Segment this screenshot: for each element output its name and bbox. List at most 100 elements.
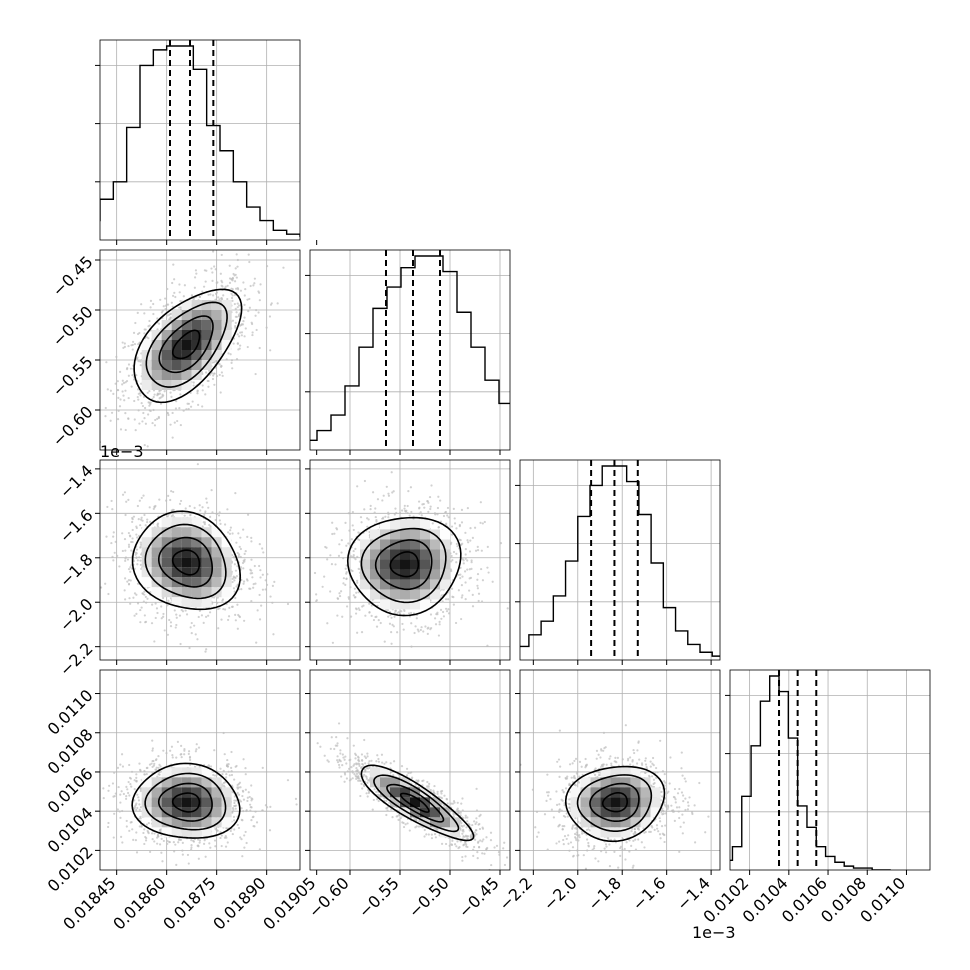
- density-cell: [141, 370, 152, 380]
- sample-point: [427, 510, 430, 513]
- sample-point: [131, 537, 134, 540]
- sample-point: [315, 593, 318, 596]
- sample-point: [321, 585, 324, 588]
- sample-point: [238, 312, 241, 315]
- sample-point: [447, 516, 450, 519]
- sample-point: [233, 579, 236, 582]
- sample-point: [191, 400, 194, 403]
- sample-point: [248, 306, 251, 309]
- sample-point: [254, 314, 257, 317]
- density-cell: [171, 587, 182, 598]
- sample-point: [158, 392, 162, 395]
- sample-point: [130, 549, 133, 552]
- sample-point: [188, 504, 191, 508]
- sample-point: [452, 507, 455, 510]
- sample-point: [129, 367, 133, 370]
- sample-point: [232, 342, 235, 345]
- sample-point: [236, 265, 239, 268]
- sample-point: [116, 554, 119, 557]
- sample-point: [102, 797, 105, 800]
- sample-point: [358, 608, 361, 612]
- sample-point: [139, 563, 142, 566]
- sample-point: [178, 283, 181, 286]
- sample-point: [141, 420, 144, 423]
- sample-point: [366, 525, 369, 528]
- sample-point: [250, 784, 253, 787]
- sample-point: [389, 613, 392, 617]
- sample-point: [115, 355, 118, 358]
- sample-point: [235, 358, 239, 361]
- sample-point: [356, 555, 359, 558]
- sample-point: [446, 514, 449, 517]
- sample-point: [150, 622, 154, 625]
- density-cell: [420, 589, 430, 600]
- sample-point: [470, 559, 473, 562]
- sample-point: [167, 413, 170, 417]
- sample-point: [450, 554, 453, 558]
- contour-line: [131, 510, 242, 611]
- sample-point: [479, 501, 482, 504]
- sample-point: [256, 609, 259, 612]
- sample-point: [126, 580, 129, 583]
- contour-line: [145, 301, 228, 388]
- sample-point: [133, 614, 136, 617]
- sample-point: [227, 770, 230, 773]
- sample-point: [459, 573, 462, 576]
- contour-line: [389, 551, 420, 578]
- sample-point: [344, 521, 347, 524]
- sample-point: [447, 612, 451, 615]
- sample-point: [209, 293, 212, 296]
- sample-point: [347, 512, 350, 515]
- sample-point: [427, 501, 430, 504]
- density-cell: [201, 340, 212, 350]
- histogram-step: [100, 45, 300, 237]
- sample-point: [410, 645, 413, 648]
- sample-point: [179, 306, 183, 309]
- sample-point: [227, 615, 231, 618]
- density-cell: [390, 539, 400, 550]
- density-cell: [151, 567, 162, 578]
- sample-point: [135, 556, 138, 559]
- sample-point: [236, 306, 239, 309]
- sample-point: [486, 566, 489, 569]
- y-tick-label: −0.50: [49, 302, 97, 350]
- sample-point: [455, 527, 458, 530]
- density-cell: [201, 310, 212, 320]
- sample-point: [220, 297, 223, 300]
- sample-point: [170, 301, 173, 304]
- sample-point: [409, 486, 413, 489]
- sample-point: [467, 541, 470, 544]
- sample-point: [212, 372, 216, 375]
- sample-point: [459, 577, 462, 580]
- sample-point: [476, 587, 480, 590]
- sample-point: [179, 423, 182, 427]
- sample-point: [250, 558, 253, 561]
- sample-point: [174, 407, 178, 410]
- sample-point: [121, 390, 124, 393]
- sample-point: [357, 531, 360, 534]
- density-cell: [181, 537, 192, 548]
- sample-point: [224, 285, 227, 288]
- sample-point: [410, 510, 413, 514]
- sample-point: [207, 293, 210, 296]
- sample-point: [464, 557, 467, 560]
- sample-point: [326, 558, 329, 561]
- sample-point: [272, 633, 275, 636]
- sample-point: [210, 372, 213, 375]
- density-cell: [221, 567, 232, 578]
- sample-point: [235, 253, 238, 256]
- density-cell: [400, 529, 410, 540]
- density-cell: [400, 539, 410, 550]
- sample-point: [345, 544, 348, 547]
- sample-point: [370, 614, 373, 617]
- sample-point: [135, 548, 139, 551]
- density-cell: [171, 320, 182, 330]
- sample-point: [127, 531, 130, 535]
- density-cell: [410, 539, 420, 550]
- sample-point: [204, 512, 207, 515]
- sample-point: [178, 614, 182, 617]
- sample-point: [180, 744, 183, 747]
- sample-point: [369, 504, 372, 507]
- density-cell: [370, 529, 380, 540]
- density-cell: [171, 330, 182, 340]
